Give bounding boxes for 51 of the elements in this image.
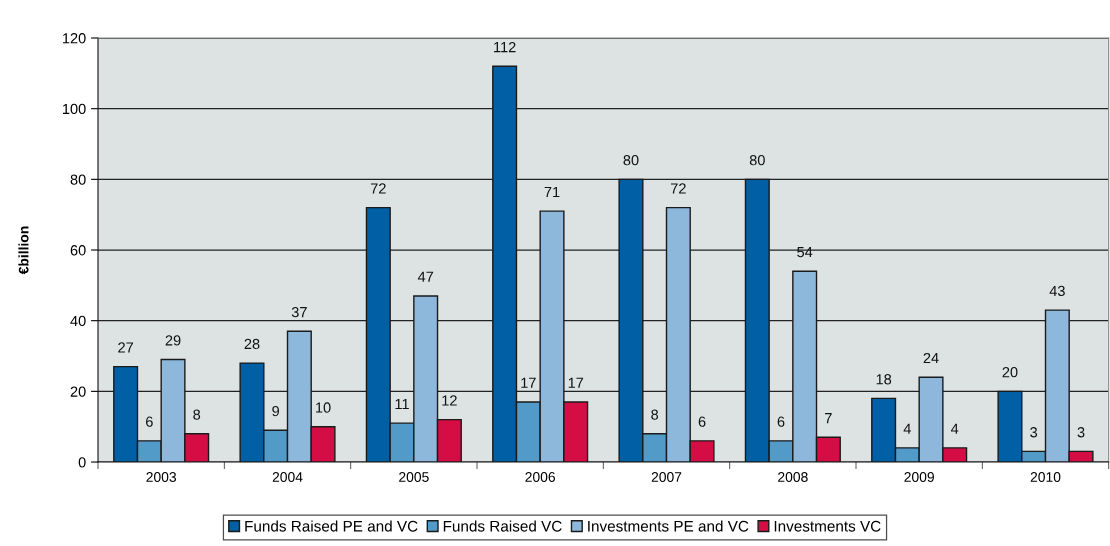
data-label: 112	[494, 41, 516, 53]
x-tick-label: 2006	[525, 472, 556, 482]
data-label: 7	[825, 413, 832, 424]
data-label: 71	[544, 186, 560, 198]
data-label: 6	[146, 416, 153, 427]
x-tick-label: 2008	[778, 472, 808, 482]
data-label: 9	[272, 405, 280, 417]
data-label: 37	[291, 306, 307, 318]
data-label: 47	[417, 271, 434, 282]
x-tick-label: 2010	[1030, 472, 1061, 482]
data-label: 6	[698, 416, 706, 427]
data-label: 3	[1077, 427, 1085, 438]
data-label: 80	[749, 155, 765, 166]
data-label: 27	[118, 342, 134, 353]
y-tick-label: 80	[70, 174, 86, 185]
legend-label: Funds Raised VC	[443, 520, 562, 532]
data-label: 28	[244, 338, 260, 350]
data-label: 17	[521, 377, 536, 388]
data-label: 80	[623, 155, 639, 166]
data-label: 72	[670, 183, 686, 194]
x-tick-label: 2009	[904, 472, 934, 482]
data-label: 18	[876, 374, 892, 385]
y-tick-label: 120	[62, 33, 86, 44]
y-tick-label: 40	[70, 315, 86, 327]
data-label: 43	[1049, 285, 1065, 297]
x-tick-label: 2004	[272, 472, 303, 482]
x-tick-label: 2007	[651, 472, 682, 482]
y-tick-label: 0	[78, 457, 86, 468]
legend-label: Investments VC	[774, 520, 881, 532]
data-label: 11	[395, 398, 409, 410]
data-label: 3	[1030, 427, 1038, 438]
data-label: 8	[193, 409, 201, 420]
data-label: 12	[442, 395, 457, 406]
data-label: 10	[316, 402, 331, 413]
legend-label: Funds Raised PE and VC	[245, 520, 418, 532]
data-label: 29	[165, 335, 181, 346]
data-label: 6	[777, 416, 785, 427]
x-tick-label: 2005	[399, 472, 429, 482]
data-label: 4	[903, 423, 911, 434]
data-label: 4	[950, 423, 959, 434]
data-label: 72	[370, 183, 386, 194]
y-tick-label: 60	[70, 245, 86, 256]
y-tick-label: 100	[62, 103, 86, 115]
data-label: 8	[651, 409, 659, 420]
y-tick-label: 20	[70, 386, 86, 397]
legend-label: Investments PE and VC	[588, 520, 749, 532]
data-label: 17	[568, 377, 584, 388]
y-axis-title: €billion	[18, 226, 29, 275]
data-label: 24	[923, 352, 939, 364]
data-label: 20	[1002, 367, 1018, 378]
x-tick-label: 2003	[146, 472, 177, 482]
